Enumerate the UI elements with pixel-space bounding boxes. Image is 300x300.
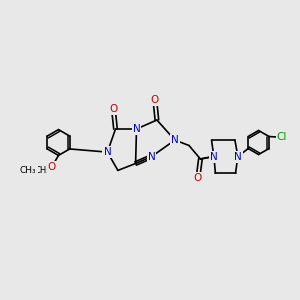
- Text: CH₃: CH₃: [20, 167, 37, 176]
- Text: CH₃: CH₃: [34, 167, 50, 176]
- Text: O: O: [109, 104, 118, 114]
- Text: N: N: [171, 135, 179, 145]
- Text: O: O: [194, 172, 202, 183]
- Text: O: O: [151, 94, 159, 105]
- Text: N: N: [148, 152, 155, 162]
- Text: N: N: [133, 124, 140, 134]
- Text: N: N: [210, 152, 218, 162]
- Text: O: O: [48, 162, 56, 172]
- Text: N: N: [234, 152, 242, 162]
- Text: O: O: [48, 162, 56, 172]
- Text: N: N: [103, 147, 111, 157]
- Text: Cl: Cl: [277, 132, 287, 142]
